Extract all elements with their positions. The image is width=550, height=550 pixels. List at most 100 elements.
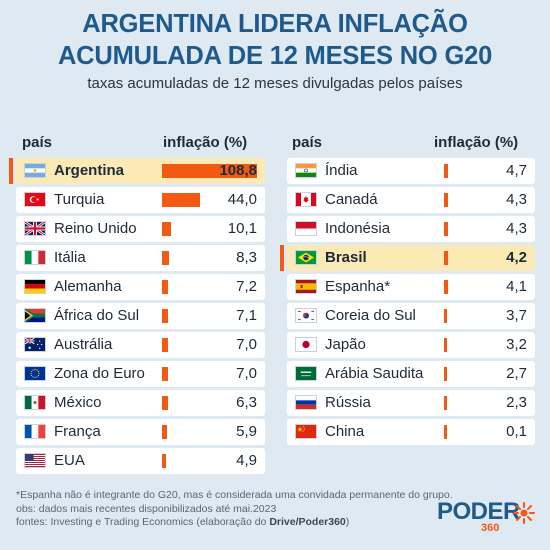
flag-it-icon (24, 250, 46, 265)
inflation-value: 4,7 (506, 162, 527, 179)
inflation-bar (444, 425, 447, 439)
country-name: Reino Unido (54, 220, 137, 237)
left-inflation-header: inflação (%) (163, 134, 248, 151)
footnote-obs: obs: dados mais recentes disponibilizado… (16, 502, 277, 515)
footnote-sources: fontes: Investing e Trading Economics (e… (16, 516, 453, 530)
inflation-bar (444, 193, 448, 207)
table-row: África do Sul 7,1 (16, 303, 265, 329)
flag-ar-icon (24, 163, 46, 178)
flag-uk-icon (24, 221, 46, 236)
table-row: EUA 4,9 (16, 448, 265, 474)
flag-za-icon (24, 308, 46, 323)
inflation-value: 10,1 (227, 220, 257, 237)
country-name: Zona do Euro (54, 365, 145, 382)
inflation-bar (444, 309, 448, 323)
inflation-value: 7,0 (236, 365, 257, 382)
table-row: Alemanha 7,2 (16, 274, 265, 300)
footnote-sources-prefix: fontes: Investing e Trading Economics (e… (16, 516, 270, 528)
logo-sun-icon (513, 502, 535, 524)
flag-sa-icon (295, 366, 317, 381)
inflation-value: 3,2 (506, 336, 527, 353)
inflation-value: 8,3 (236, 249, 257, 266)
country-name: França (54, 423, 101, 440)
table-row: Indonésia 4,3 (287, 216, 535, 242)
table-row: Reino Unido 10,1 (16, 216, 265, 242)
inflation-bar (162, 425, 168, 439)
country-name: Austrália (54, 336, 113, 353)
table-row: Zona do Euro 7,0 (16, 361, 265, 387)
table-row: Rússia 2,3 (287, 390, 535, 416)
table-row: Coreia do Sul 3,7 (287, 303, 535, 329)
inflation-value: 4,9 (236, 452, 257, 469)
flag-es-icon (295, 279, 317, 294)
title-line-1: ARGENTINA LIDERA INFLAÇÃO (82, 10, 468, 38)
flag-in-icon (295, 163, 317, 178)
inflation-bar (162, 193, 201, 207)
flag-id-icon (295, 221, 317, 236)
inflation-bar (162, 396, 168, 410)
country-name: Arábia Saudita (325, 365, 424, 382)
flag-cn-icon (295, 424, 317, 439)
title-line-2: ACUMULADA DE 12 MESES NO G20 (57, 42, 493, 70)
inflation-value: 6,3 (236, 394, 257, 411)
table-row: França 5,9 (16, 419, 265, 445)
country-name: Argentina (54, 162, 125, 179)
inflation-value: 108,8 (219, 162, 257, 179)
footnote-sources-bold: Drive/Poder360 (269, 516, 346, 528)
flag-ca-icon (295, 192, 317, 207)
country-name: Rússia (325, 394, 371, 411)
inflation-value: 44,0 (227, 191, 257, 208)
flag-de-icon (24, 279, 46, 294)
right-country-header: país (292, 134, 323, 151)
inflation-bar (162, 309, 169, 323)
table-row: Arábia Saudita 2,7 (287, 361, 535, 387)
country-name: Indonésia (325, 220, 391, 237)
inflation-value: 4,2 (506, 249, 527, 266)
footnote-spain: *Espanha não é integrante do G20, mas é … (16, 489, 453, 501)
inflation-bar (444, 396, 447, 410)
table-row: China 0,1 (287, 419, 535, 445)
country-name: EUA (54, 452, 85, 469)
highlight-marker (280, 245, 284, 271)
country-name: Turquia (54, 191, 105, 208)
inflation-bar (444, 222, 448, 236)
inflation-value: 3,7 (506, 307, 527, 324)
table-row: Argentina 108,8 (9, 158, 265, 184)
country-name: Espanha* (325, 278, 391, 295)
table-row: Brasil 4,2 (280, 245, 535, 271)
inflation-bar (444, 367, 447, 381)
inflation-bar (162, 338, 169, 352)
inflation-value: 7,1 (236, 307, 257, 324)
right-inflation-header: inflação (%) (434, 134, 519, 151)
inflation-value: 7,2 (236, 278, 257, 295)
table-row: Índia 4,7 (287, 158, 535, 184)
flag-br-icon (295, 250, 317, 265)
footnote-sources-suffix: ) (345, 516, 350, 528)
chart-title: ARGENTINA LIDERA INFLAÇÃO ACUMULADA DE 1… (0, 8, 550, 72)
inflation-value: 4,1 (506, 278, 527, 295)
flag-kr-icon (295, 308, 317, 323)
inflation-value: 2,7 (506, 365, 527, 382)
right-table: Índia 4,7 Canadá 4,3 Indonésia 4,3 Brasil 4,2 Es… (280, 158, 535, 448)
inflation-value: 5,9 (236, 423, 257, 440)
inflation-bar (444, 338, 447, 352)
left-country-header: país (22, 134, 53, 151)
flag-jp-icon (295, 337, 317, 352)
inflation-bar (162, 454, 167, 468)
footnotes: *Espanha não é integrante do G20, mas é … (16, 489, 453, 530)
inflation-bar (444, 251, 448, 265)
inflation-value: 2,3 (506, 394, 527, 411)
country-name: Itália (54, 249, 86, 266)
country-name: Coreia do Sul (325, 307, 416, 324)
flag-fr-icon (24, 424, 46, 439)
country-name: Brasil (325, 249, 367, 266)
inflation-bar (162, 280, 169, 294)
highlight-marker (9, 158, 13, 184)
country-name: Canadá (325, 191, 378, 208)
flag-tr-icon (24, 192, 46, 207)
table-row: Espanha* 4,1 (287, 274, 535, 300)
chart-subtitle: taxas acumuladas de 12 meses divulgadas … (87, 75, 463, 92)
flag-eu-icon (24, 366, 46, 381)
country-name: México (54, 394, 102, 411)
flag-mx-icon (24, 395, 46, 410)
